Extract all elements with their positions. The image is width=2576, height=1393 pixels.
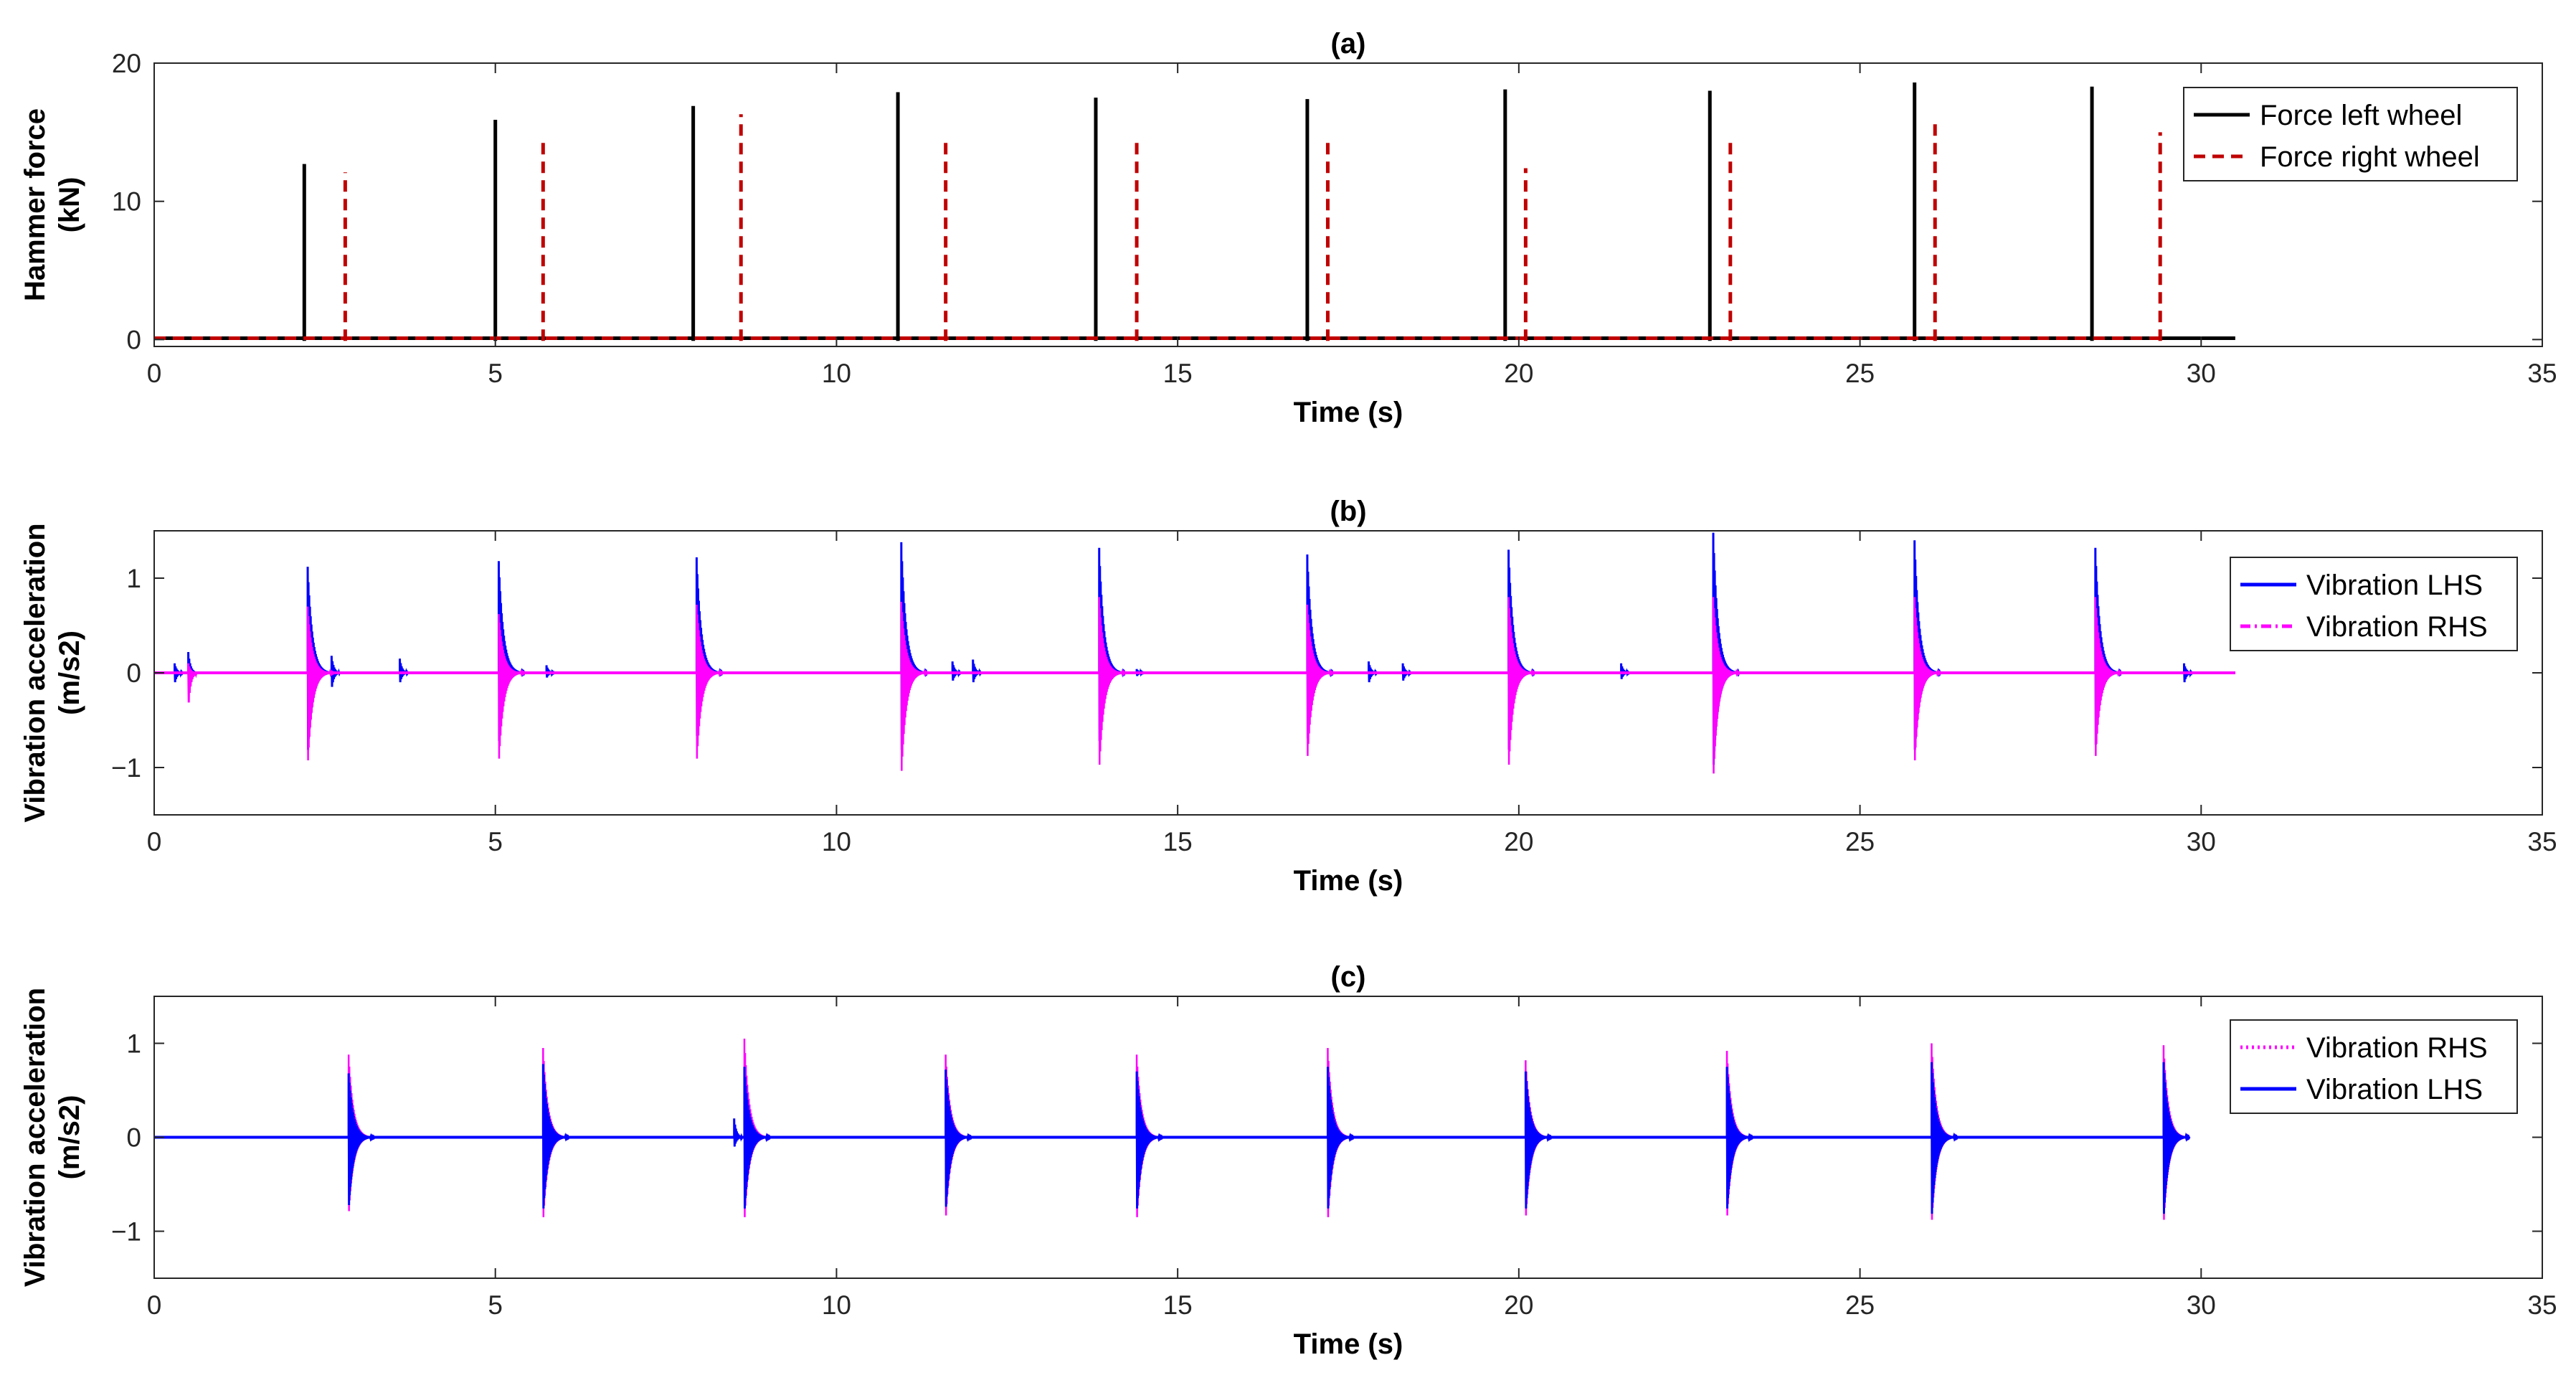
panel-b: 0 5 10 15 20 25 30 35 −1 0 1 (b) Time (s) Vibration a…	[19, 496, 2557, 897]
vibration-burst	[1326, 1067, 1355, 1209]
vibration-burst	[1306, 604, 1335, 756]
vibration-burst	[2162, 1062, 2191, 1214]
x-tick-label: 20	[1504, 827, 1533, 856]
vibration-minor-burst	[733, 1118, 744, 1147]
y-axis-label-line: (m/s2)	[54, 1095, 85, 1180]
chart-title: (c)	[1331, 961, 1366, 993]
x-tick-label: 15	[1163, 1290, 1193, 1320]
x-tick-label: 30	[2187, 1290, 2216, 1320]
y-tick-label: 1	[126, 564, 141, 593]
vibration-burst	[743, 1067, 772, 1209]
vibration-burst	[1725, 1067, 1754, 1209]
vibration-burst	[944, 1069, 973, 1207]
vibration-minor-burst	[187, 663, 198, 703]
y-axis-label-line: Vibration acceleration	[19, 988, 51, 1287]
legend: Vibration RHS Vibration LHS	[2230, 1019, 2518, 1114]
vibration-burst	[1712, 597, 1741, 774]
series-layer	[154, 82, 2235, 341]
series-2	[154, 1062, 2191, 1214]
y-tick-label: −1	[111, 1217, 141, 1247]
x-tick-label: 20	[1504, 1290, 1533, 1320]
vibration-burst	[2094, 597, 2123, 756]
series-2	[154, 597, 2235, 774]
x-tick-label: 0	[147, 1290, 162, 1320]
x-tick-label: 0	[147, 359, 162, 388]
x-tick-label: 25	[1845, 827, 1875, 856]
series-2	[154, 114, 2162, 341]
y-tick-label: 20	[112, 49, 141, 78]
x-tick-label: 35	[2527, 1290, 2557, 1320]
y-tick-label: 0	[126, 1123, 141, 1153]
vibration-burst	[1507, 597, 1535, 765]
chart-title: (a)	[1331, 28, 1366, 60]
x-tick-label: 30	[2187, 827, 2216, 856]
vibration-burst	[541, 1064, 570, 1209]
legend-label: Force left wheel	[2260, 100, 2462, 131]
y-tick-label: 0	[126, 658, 141, 688]
vibration-burst	[1135, 1071, 1164, 1209]
vibration-burst	[498, 614, 526, 759]
panel-c: 0 5 10 15 20 25 30 35 −1 0 1 (c) Time (s) Vibration a…	[19, 961, 2557, 1360]
y-tick-label: −1	[111, 753, 141, 783]
vibration-burst	[1913, 597, 1941, 761]
x-tick-label: 10	[822, 827, 851, 856]
y-axis-label-line: Hammer force	[19, 108, 51, 301]
legend-box	[2230, 557, 2518, 651]
y-tick-label: 10	[112, 187, 141, 217]
legend: Force left wheel Force right wheel	[2183, 87, 2518, 181]
vibration-burst	[1524, 1071, 1553, 1209]
vibration-burst	[696, 604, 724, 759]
x-tick-label: 35	[2527, 827, 2557, 856]
x-tick-label: 25	[1845, 1290, 1875, 1320]
y-axis-label-line: (m/s2)	[54, 631, 85, 715]
y-axis-label: Vibration acceleration (m/s2)	[19, 523, 85, 822]
y-axis-label-line: Vibration acceleration	[19, 523, 51, 822]
legend: Vibration LHS Vibration RHS	[2230, 557, 2518, 651]
vibration-burst	[1098, 597, 1127, 765]
chart-title: (b)	[1330, 496, 1366, 527]
panel-a: 0 5 10 15 20 25 30 35 0 10 20 (a) Time (s) Hammer for…	[19, 28, 2557, 428]
legend-label: Vibration LHS	[2306, 1074, 2483, 1105]
plot-area	[154, 63, 2542, 346]
legend-label: Vibration RHS	[2306, 1032, 2488, 1064]
legend-box	[2183, 87, 2518, 181]
series-layer	[154, 532, 2235, 774]
legend-box	[2230, 1019, 2518, 1114]
series-layer	[154, 1038, 2191, 1220]
x-tick-label: 5	[488, 827, 503, 856]
x-axis-label: Time (s)	[1294, 865, 1403, 897]
legend-label: Vibration LHS	[2306, 570, 2483, 601]
x-tick-label: 5	[488, 1290, 503, 1320]
x-tick-label: 25	[1845, 359, 1875, 388]
x-axis-label: Time (s)	[1294, 397, 1403, 428]
legend-label: Force right wheel	[2260, 141, 2480, 173]
legend-label: Vibration RHS	[2306, 611, 2488, 643]
y-tick-label: 1	[126, 1029, 141, 1059]
vibration-burst	[347, 1073, 376, 1205]
x-tick-label: 35	[2527, 359, 2557, 388]
axes-frame	[153, 62, 2543, 347]
vibration-burst	[1930, 1062, 1959, 1214]
x-tick-label: 10	[822, 1290, 851, 1320]
y-tick-label: 0	[126, 325, 141, 354]
y-axis-label: Hammer force (kN)	[19, 108, 85, 301]
y-axis-label-line: (kN)	[54, 177, 85, 233]
x-tick-label: 30	[2187, 359, 2216, 388]
x-axis-label: Time (s)	[1294, 1328, 1403, 1360]
x-tick-label: 5	[488, 359, 503, 388]
vibration-burst	[900, 601, 929, 771]
x-tick-label: 15	[1163, 827, 1193, 856]
vibration-burst	[306, 606, 335, 761]
x-tick-label: 0	[147, 827, 162, 856]
x-tick-label: 20	[1504, 359, 1533, 388]
x-tick-label: 10	[822, 359, 851, 388]
x-tick-label: 15	[1163, 359, 1193, 388]
y-axis-label: Vibration acceleration (m/s2)	[19, 988, 85, 1287]
